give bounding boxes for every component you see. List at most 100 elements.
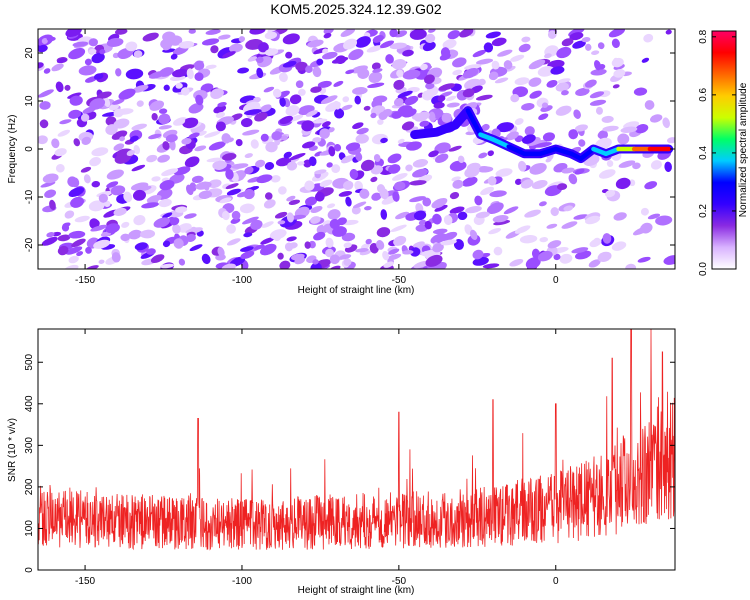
- spectrogram-blob: [367, 82, 385, 89]
- spectrogram-blob: [449, 160, 467, 172]
- spectrogram-blob: [392, 59, 407, 70]
- spectrogram-blob: [546, 223, 558, 229]
- spectrogram-blob: [212, 160, 227, 170]
- spectrogram-blob: [633, 87, 648, 96]
- spectrogram-blob: [71, 238, 86, 248]
- spectrogram-blob: [55, 164, 65, 173]
- spectrogram-blob: [314, 169, 327, 175]
- spectrogram-blob: [559, 253, 573, 264]
- snr-x-ticks: -150 -100 -50 0: [75, 329, 559, 587]
- spectrogram-blob: [51, 63, 64, 72]
- spectrogram-blob: [585, 43, 592, 51]
- spectrogram-blob: [503, 60, 513, 70]
- spectrogram-blob: [132, 84, 149, 93]
- spectrogram-blob: [650, 114, 663, 123]
- spectrogram-blob: [286, 195, 296, 202]
- spectrogram-blob: [397, 138, 405, 144]
- spectrogram-blob: [112, 98, 125, 105]
- x-tick-label: -150: [75, 576, 95, 587]
- spectrogram-blob: [201, 38, 220, 46]
- spectrogram-blob: [476, 58, 494, 65]
- colorbar-tick-label: 0.2: [698, 204, 709, 218]
- spectrogram-blob: [55, 81, 64, 93]
- spectrogram-blob: [481, 123, 490, 131]
- spectrogram-blob: [74, 215, 90, 223]
- spectrogram-blob: [472, 49, 487, 58]
- spectrogram-blob: [215, 121, 226, 132]
- spectrogram-blob: [388, 164, 401, 174]
- spectrogram-blob: [93, 73, 104, 80]
- spectrogram-blob: [231, 163, 249, 169]
- spectrogram-blob: [355, 36, 371, 48]
- spectrogram-blob: [380, 209, 388, 220]
- spectrogram-blob: [172, 68, 188, 78]
- spectrogram-blob: [113, 118, 130, 129]
- spectrogram-blob: [68, 47, 86, 60]
- ridge-segment: [506, 144, 527, 157]
- spectrogram-blob: [601, 115, 614, 123]
- spectrogram-blob: [85, 265, 99, 269]
- y-tick-label: 0: [24, 567, 35, 573]
- spectrogram-blob: [340, 29, 355, 37]
- spectrogram-blob: [546, 80, 558, 88]
- ridge-segment: [553, 146, 574, 157]
- spectrogram-blob: [250, 139, 259, 149]
- spectrogram-blob: [188, 132, 200, 139]
- spectrogram-blob: [441, 112, 452, 123]
- spectrogram-blob: [286, 161, 298, 171]
- spectrogram-blob: [312, 118, 328, 124]
- spectrogram-blob: [414, 111, 430, 122]
- spectrogram-blob: [519, 234, 538, 244]
- spectrogram-blob: [133, 215, 146, 226]
- spectrogram-blob: [597, 131, 607, 139]
- spectrogram-blob: [111, 252, 121, 263]
- spectrogram-blob: [314, 151, 323, 157]
- spectrogram-blob: [172, 223, 181, 234]
- spectrogram-blob: [253, 244, 265, 250]
- y-tick-label: -10: [24, 189, 35, 204]
- spectrogram-blob: [333, 100, 341, 110]
- spectrogram-blob: [394, 181, 406, 191]
- spectrogram-blob: [158, 198, 172, 208]
- spectrogram-blob: [226, 188, 241, 196]
- spectrogram-blob: [255, 56, 264, 64]
- spectrogram-blob: [205, 29, 221, 35]
- spectrogram-blob: [277, 220, 286, 225]
- spectrogram-blob: [88, 38, 98, 47]
- spectrogram-blob: [39, 101, 51, 110]
- spectrogram-blob: [106, 181, 119, 188]
- spectrogram-blob: [598, 169, 616, 179]
- spectrogram-blob: [613, 69, 626, 78]
- spectrogram-blob: [301, 120, 315, 132]
- spectrogram-blob: [644, 100, 655, 110]
- spectrogram-blob: [524, 209, 541, 218]
- snr-x-label: Height of straight line (km): [298, 585, 415, 596]
- spectrogram-blob: [372, 35, 384, 43]
- spectrogram-blob: [538, 113, 549, 121]
- spectrogram-blob: [474, 195, 483, 206]
- ridge-segment: [490, 137, 511, 149]
- spectrogram-blob: [76, 251, 84, 257]
- x-tick-label: -50: [392, 576, 407, 587]
- spectrogram-blob: [452, 69, 463, 76]
- spectrogram-blob: [390, 224, 407, 232]
- chart-title: KOM5.2025.324.12.39.G02: [270, 1, 441, 17]
- spectrogram-blob: [434, 204, 448, 212]
- spectrogram-blob: [650, 160, 662, 170]
- spectrogram-blob: [572, 40, 586, 49]
- spectrogram-blob: [611, 57, 624, 68]
- spectrogram-blob: [205, 64, 217, 70]
- spectrogram-blob: [210, 45, 219, 54]
- spectrogram-blob: [80, 166, 92, 173]
- spectrogram-blob: [200, 83, 214, 93]
- spectrogram-blob: [387, 248, 400, 255]
- spectrogram-blob: [431, 197, 448, 209]
- spectrogram-blob: [524, 126, 535, 136]
- spectrogram-blob: [632, 162, 641, 170]
- spectrogram-blob: [478, 166, 494, 173]
- spectrogram-blob: [46, 232, 55, 238]
- spectrogram-blob: [51, 138, 60, 149]
- spectrogram-blob: [637, 256, 651, 263]
- y-tick-label: 200: [24, 478, 35, 495]
- ridge-segment: [578, 146, 596, 161]
